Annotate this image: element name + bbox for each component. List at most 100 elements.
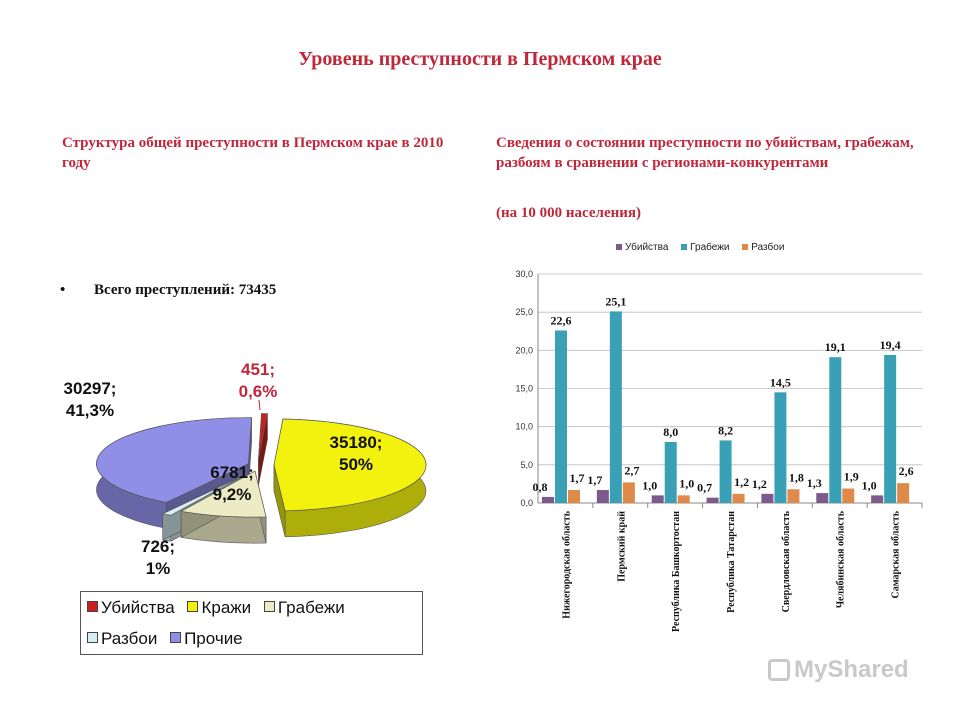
y-tick-label: 30,0 (515, 269, 533, 279)
bar-legend-label-robberies: Грабежи (690, 242, 730, 253)
watermark: MyShared (768, 656, 909, 684)
bar-legend-label-murders: Убийства (625, 242, 669, 253)
myshared-logo-icon (768, 659, 790, 681)
bar-0-0 (542, 496, 554, 503)
category-label: Самарская область (891, 510, 902, 598)
total-crimes: • Всего преступлений: 73435 (60, 282, 276, 299)
total-crimes-text: Всего преступлений: 73435 (94, 282, 277, 298)
legend-swatch-murders (87, 601, 98, 612)
pie-chart-subtitle: Структура общей преступности в Пермском … (62, 135, 444, 171)
y-tick-label: 10,0 (515, 422, 533, 432)
bar-value-label: 2,7 (624, 463, 639, 477)
legend-swatch-assaults (87, 632, 98, 643)
legend-swatch-robberies (263, 601, 275, 612)
bar-value-label: 8,0 (663, 425, 678, 439)
bar-2-5 (842, 488, 855, 503)
bar-value-label: 1,8 (789, 470, 804, 484)
legend-swatch-other (170, 632, 182, 643)
pie-slice-4 (96, 417, 252, 503)
bar-2-3 (732, 493, 745, 503)
bar-0-1 (596, 490, 609, 503)
bar-value-label: 2,6 (899, 464, 914, 478)
bar-1-5 (829, 357, 842, 503)
bar-2-1 (622, 482, 635, 503)
bar-legend-assaults: Разбои (742, 242, 784, 253)
bar-2-4 (787, 489, 800, 503)
bar-value-label: 1,7 (570, 471, 585, 485)
bar-legend-label-assaults: Разбои (751, 242, 785, 253)
y-tick-label: 5,0 (520, 460, 533, 470)
bar-value-label: 19,4 (880, 338, 901, 352)
bar-value-label: 0,8 (533, 480, 548, 494)
bar-value-label: 1,3 (807, 476, 822, 490)
bar-0-3 (706, 497, 719, 503)
category-label: Пермский край (616, 511, 627, 582)
legend-label-other: Прочие (184, 629, 243, 648)
legend-item-murders: Убийства (87, 598, 175, 618)
bar-0-4 (761, 493, 774, 503)
bar-1-0 (555, 330, 567, 503)
category-label: Республика Татарстан (726, 511, 737, 613)
murders-leader-line (258, 399, 261, 411)
bar-legend-swatch-robberies (681, 244, 688, 250)
bar-1-4 (774, 392, 787, 503)
pie-slice-3 (161, 474, 245, 516)
bar-legend-robberies: Грабежи (681, 242, 729, 253)
pie-label-4: 30297; 41,3% (64, 379, 117, 420)
bar-chart-subtitle: Сведения о состоянии преступности по уби… (496, 135, 914, 171)
legend-swatch-thefts (187, 601, 199, 612)
pie-label-3: 726; 1% (141, 537, 175, 578)
category-label: Свердловская область (781, 510, 792, 612)
bullet-icon: • (60, 282, 66, 298)
legend-item-other: Прочие (170, 629, 243, 649)
bar-value-label: 1,0 (862, 478, 877, 492)
bar-value-label: 1,0 (642, 478, 657, 492)
bar-value-label: 1,2 (752, 477, 767, 491)
bar-value-label: 1,2 (734, 475, 749, 489)
bar-2-6 (897, 483, 910, 503)
pie-legend: Убийства Кражи Грабежи Разбои Прочие (80, 591, 423, 655)
pie-label-1: 35180; 50% (330, 433, 383, 474)
bar-1-1 (609, 311, 622, 503)
category-label: Нижегородская область (561, 510, 572, 618)
pie-slice-2 (180, 470, 267, 518)
legend-item-thefts: Кражи (187, 598, 251, 618)
bar-value-label: 25,1 (605, 294, 626, 308)
legend-label-robberies: Грабежи (277, 598, 345, 617)
bar-value-label: 19,1 (825, 340, 846, 354)
bar-2-2 (677, 495, 690, 503)
category-label: Челябинская область (836, 510, 847, 608)
legend-item-robberies: Грабежи (263, 598, 345, 618)
bar-value-label: 1,9 (844, 469, 859, 483)
y-tick-label: 15,0 (515, 384, 533, 394)
bar-legend-swatch-murders (616, 244, 622, 250)
legend-label-thefts: Кражи (201, 598, 252, 617)
watermark-text: MyShared (794, 656, 909, 683)
bar-2-0 (568, 490, 580, 503)
bar-1-6 (884, 354, 897, 503)
bar-value-label: 14,5 (770, 375, 791, 389)
bar-value-label: 8,2 (718, 423, 733, 437)
category-label: Республика Башкортостан (671, 511, 682, 632)
pie-slice-0 (258, 413, 268, 460)
y-tick-label: 25,0 (515, 307, 533, 317)
bar-legend-murders: Убийства (616, 242, 668, 253)
bar-value-label: 22,6 (551, 313, 572, 327)
bar-legend: Убийства Грабежи Разбои (616, 242, 794, 253)
legend-label-assaults: Разбои (101, 629, 158, 648)
pie-label-0: 451; 0,6% (239, 360, 278, 401)
bar-0-2 (651, 495, 664, 503)
bar-0-6 (871, 495, 884, 503)
bar-0-5 (816, 493, 829, 503)
bar-chart-note: (на 10 000 населения) (496, 205, 641, 221)
pie-slice-1 (273, 418, 427, 512)
bar-value-label: 1,7 (587, 473, 602, 487)
pie-label-2: 6781; 9,2% (210, 463, 253, 504)
legend-label-murders: Убийства (101, 598, 175, 617)
y-tick-label: 20,0 (515, 345, 533, 355)
bar-value-label: 1,0 (679, 476, 694, 490)
bar-1-3 (719, 440, 732, 503)
legend-item-assaults: Разбои (87, 629, 157, 649)
